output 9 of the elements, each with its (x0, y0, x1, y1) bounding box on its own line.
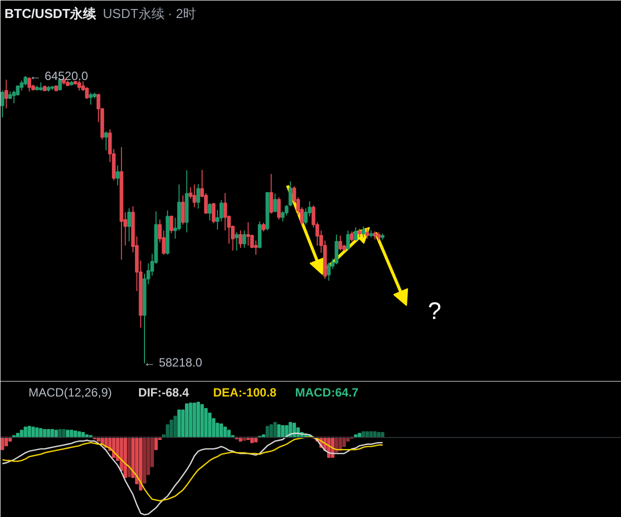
series-label: MACD:64.7 (295, 386, 359, 400)
text: DIF:-68.4 (138, 386, 190, 400)
annotation: ← 64520.0 (29, 68, 88, 83)
chart-title: MACD(12,26,9) (28, 386, 112, 400)
text: ? (428, 298, 442, 325)
text: DEA:-100.8 (213, 386, 277, 400)
annotation: ← 58218.0 (144, 356, 203, 370)
chart-title: BTC/USDT永续 (4, 6, 98, 21)
chart-subtitle: USDT永续 · 2时 (102, 6, 196, 21)
